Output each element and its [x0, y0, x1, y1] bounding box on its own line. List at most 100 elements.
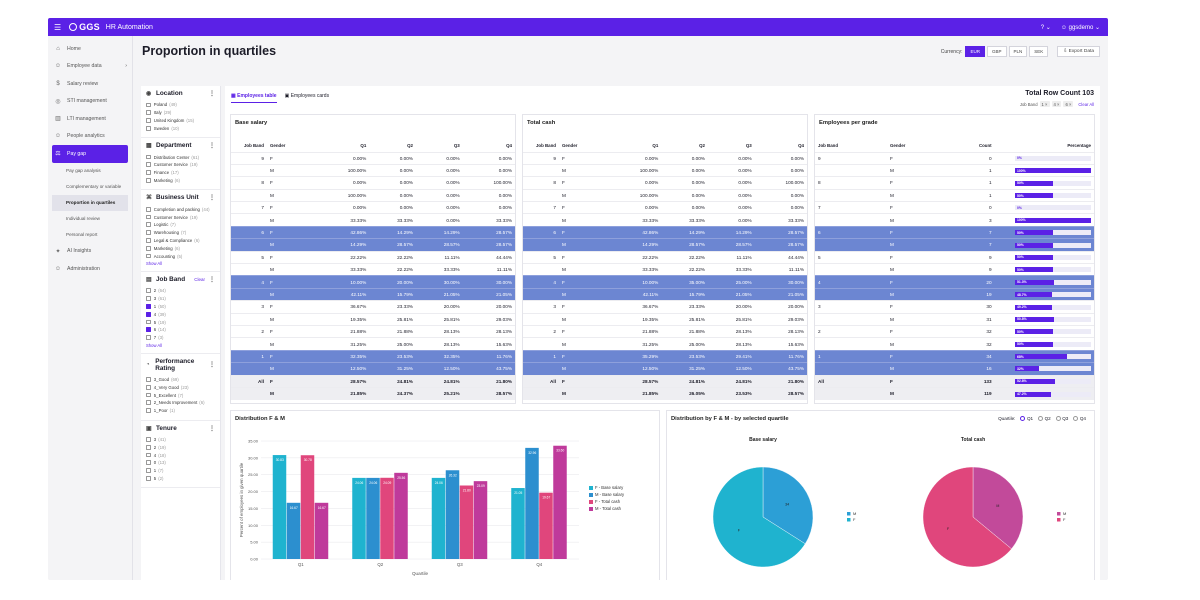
table-row[interactable]: M 21.85% 24.37% 25.21% 28.57%	[231, 386, 515, 400]
checkbox[interactable]	[146, 437, 151, 442]
filter-option[interactable]: Sweden (10)	[146, 124, 215, 132]
table-row[interactable]: 1 F 34 68%	[815, 349, 1094, 363]
more-options-icon[interactable]: ⋮	[209, 195, 215, 202]
help-menu[interactable]: ? ⌄	[1040, 24, 1051, 31]
checkbox[interactable]	[146, 452, 151, 458]
radio-button[interactable]	[1055, 416, 1061, 421]
filter-option[interactable]: Customer Service (19)	[146, 213, 215, 221]
filter-option[interactable]: Poland (49)	[146, 101, 215, 109]
filter-option[interactable]: 4 (39)	[146, 310, 215, 318]
table-row[interactable]: M 9 50%	[815, 262, 1094, 276]
filter-option[interactable]: 6 (14)	[146, 326, 215, 334]
table-row[interactable]: 2 F 21.88% 21.88% 28.13% 28.13%	[523, 324, 807, 338]
column-header[interactable]: Q1	[652, 142, 659, 148]
checkbox[interactable]	[146, 400, 151, 406]
table-row[interactable]: 4 F 10.00% 20.00% 30.00% 30.00%	[231, 275, 515, 289]
filter-option[interactable]: 3 (41)	[146, 436, 215, 444]
filter-option[interactable]: Logistic (7)	[146, 221, 215, 229]
checkbox[interactable]	[146, 476, 151, 481]
table-row[interactable]: 8 F 1 50%	[815, 176, 1094, 190]
close-icon[interactable]: ×	[1055, 101, 1060, 107]
radio-button[interactable]	[1020, 416, 1026, 421]
quartile-option-q1[interactable]: Q1	[1020, 416, 1033, 421]
table-row[interactable]: 2 F 21.88% 21.88% 28.13% 28.13%	[231, 324, 515, 338]
more-options-icon[interactable]: ⋮	[209, 425, 215, 432]
checkbox[interactable]	[146, 408, 151, 414]
currency-sek[interactable]: SEK	[1029, 46, 1049, 57]
checkbox[interactable]	[146, 335, 151, 341]
checkbox[interactable]	[146, 238, 151, 243]
filter-option[interactable]: 2_Needs Improvement (6)	[146, 399, 215, 407]
table-row[interactable]: 9 F 0 0%	[815, 151, 1094, 165]
filter-option[interactable]: 7 (3)	[146, 334, 215, 342]
checkbox[interactable]	[146, 468, 151, 473]
filter-option[interactable]: 5 (2)	[146, 475, 215, 483]
table-row[interactable]: 4 F 20 51.3%	[815, 275, 1094, 289]
filter-option[interactable]: 4_Very Good (23)	[146, 383, 215, 391]
filter-chip[interactable]: 4 ×	[1051, 101, 1062, 107]
currency-pln[interactable]: PLN	[1008, 46, 1028, 57]
checkbox[interactable]	[146, 118, 151, 123]
more-options-icon[interactable]: ⋮	[209, 91, 215, 97]
show-all-link[interactable]: Show All	[146, 260, 163, 266]
more-options-icon[interactable]: ⋮	[209, 362, 215, 369]
table-row[interactable]: M 14.29% 28.57% 28.57% 28.57%	[231, 238, 515, 252]
table-row[interactable]: M 12.50% 31.25% 12.50% 43.75%	[231, 362, 515, 376]
table-row[interactable]: M 31.25% 25.00% 28.13% 15.63%	[231, 337, 515, 351]
checkbox[interactable]	[146, 245, 151, 251]
table-row[interactable]: 4 F 10.00% 35.00% 25.00% 30.00%	[523, 275, 807, 289]
filter-option[interactable]: Italy (29)	[146, 109, 215, 117]
checkbox[interactable]	[146, 319, 151, 325]
sidebar-sub-individual-review[interactable]: Individual review	[66, 216, 100, 221]
checkbox[interactable]	[146, 102, 151, 108]
checkbox[interactable]	[146, 230, 151, 236]
filter-option[interactable]: Marketing (6)	[146, 177, 215, 185]
table-row[interactable]: 8 F 0.00% 0.00% 0.00% 100.00%	[231, 176, 515, 190]
filter-option[interactable]: 3_Good (69)	[146, 376, 215, 384]
checkbox[interactable]	[146, 253, 151, 259]
filter-clear-button[interactable]: Clear	[194, 276, 205, 282]
column-header[interactable]: Q4	[506, 142, 512, 148]
filter-option[interactable]: 1_Poor (1)	[146, 407, 215, 415]
table-row[interactable]: M 119 47.2%	[815, 386, 1094, 400]
table-row[interactable]: 3 F 30 49.2%	[815, 300, 1094, 314]
more-options-icon[interactable]: ⋮	[209, 143, 215, 150]
checkbox[interactable]	[146, 304, 151, 309]
checkbox[interactable]	[146, 327, 151, 333]
table-row[interactable]: M 100.00% 0.00% 0.00% 0.00%	[231, 163, 515, 177]
user-menu[interactable]: ☺ ggsdemo ⌄	[1060, 24, 1100, 31]
checkbox[interactable]	[146, 444, 151, 450]
table-row[interactable]: M 19.35% 25.81% 25.81% 29.03%	[231, 312, 515, 326]
sidebar-sub-pay-gap-analysis[interactable]: Pay gap analysis	[66, 168, 101, 173]
table-row[interactable]: M 33.33% 22.22% 33.33% 11.11%	[523, 262, 807, 276]
table-row[interactable]: 7 F 0.00% 0.00% 0.00% 0.00%	[231, 201, 515, 214]
table-row[interactable]: M 32 50%	[815, 337, 1094, 351]
sidebar-item-administration[interactable]: ☺ Administration	[48, 260, 132, 278]
sidebar-item-salary-review[interactable]: $ Salary review	[48, 75, 132, 93]
quartile-option-q4[interactable]: Q4	[1073, 416, 1086, 421]
close-icon[interactable]: ×	[1067, 101, 1072, 107]
currency-gbp[interactable]: GBP	[986, 46, 1007, 57]
sidebar-item-lti-management[interactable]: ▥ LTI management	[48, 110, 132, 128]
table-row[interactable]: M 16 32%	[815, 362, 1094, 376]
sidebar-item-ai-insights[interactable]: ✦ AI Insights	[48, 243, 132, 261]
table-row[interactable]: M 12.50% 31.25% 12.50% 43.75%	[523, 362, 807, 376]
column-header[interactable]: Gender	[270, 142, 286, 148]
table-row[interactable]: M 33.33% 33.33% 0.00% 33.33%	[231, 213, 515, 227]
logo[interactable]: GGS	[69, 22, 100, 32]
table-row[interactable]: 6 F 42.86% 14.29% 14.29% 28.57%	[523, 225, 807, 239]
column-header[interactable]: Q2	[407, 142, 413, 148]
quartile-option-q2[interactable]: Q2	[1038, 416, 1051, 421]
filter-chip[interactable]: 1 ×	[1039, 101, 1050, 107]
menu-icon[interactable]: ☰	[54, 22, 62, 32]
table-row[interactable]: All F 133 52.8%	[815, 374, 1094, 388]
checkbox[interactable]	[146, 311, 151, 317]
radio-button[interactable]	[1073, 416, 1079, 421]
table-row[interactable]: 3 F 36.67% 23.33% 20.00% 20.00%	[231, 300, 515, 314]
column-header[interactable]: Q4	[798, 142, 804, 148]
table-row[interactable]: M 3 100%	[815, 213, 1094, 227]
checkbox[interactable]	[146, 222, 151, 228]
table-row[interactable]: 2 F 32 50%	[815, 324, 1094, 338]
column-header[interactable]: Q3	[453, 142, 460, 148]
table-row[interactable]: 6 F 42.86% 14.29% 14.29% 28.57%	[231, 225, 515, 239]
